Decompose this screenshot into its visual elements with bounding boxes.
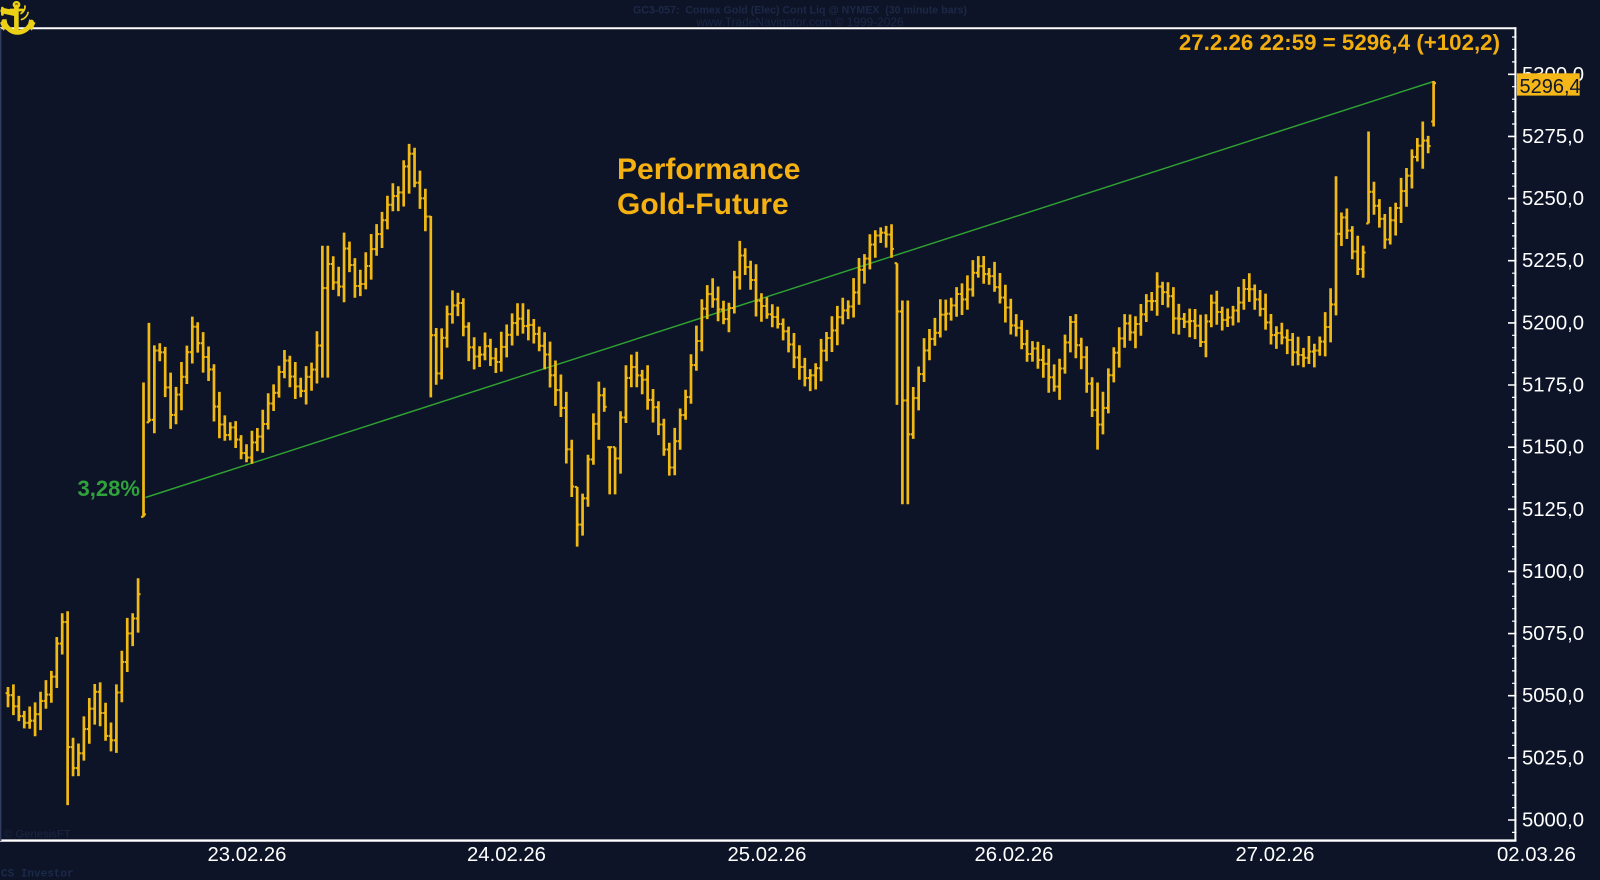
svg-text:5250,0: 5250,0: [1522, 188, 1584, 210]
svg-text:5175,0: 5175,0: [1522, 375, 1584, 397]
svg-text:02.03.26: 02.03.26: [1497, 844, 1576, 866]
svg-text:CS Investor: CS Investor: [1, 869, 74, 880]
svg-text:© GenesisFT: © GenesisFT: [4, 829, 71, 841]
svg-text:5025,0: 5025,0: [1522, 747, 1584, 769]
svg-text:Performance: Performance: [617, 153, 800, 186]
svg-text:5075,0: 5075,0: [1522, 623, 1584, 645]
svg-text:Gold-Future: Gold-Future: [617, 188, 789, 221]
svg-text:26.02.26: 26.02.26: [975, 844, 1054, 866]
svg-text:27.2.26 22:59 = 5296,4 (+102,2: 27.2.26 22:59 = 5296,4 (+102,2): [1179, 30, 1500, 55]
svg-text:GC3-057: Comex Gold (Elec) Co: GC3-057: Comex Gold (Elec) Cont Liq @ NY…: [633, 5, 967, 17]
svg-text:5275,0: 5275,0: [1522, 126, 1584, 148]
svg-text:5296,4: 5296,4: [1520, 76, 1581, 98]
svg-text:23.02.26: 23.02.26: [208, 844, 287, 866]
svg-text:5225,0: 5225,0: [1522, 250, 1584, 272]
svg-text:27.02.26: 27.02.26: [1236, 844, 1315, 866]
svg-text:5150,0: 5150,0: [1522, 437, 1584, 459]
svg-text:www.TradeNavigator.com © 1999-: www.TradeNavigator.com © 1999-2026: [695, 15, 904, 29]
svg-text:5000,0: 5000,0: [1522, 810, 1584, 832]
svg-text:5050,0: 5050,0: [1522, 685, 1584, 707]
svg-text:5125,0: 5125,0: [1522, 499, 1584, 521]
svg-text:5200,0: 5200,0: [1522, 312, 1584, 334]
svg-text:24.02.26: 24.02.26: [467, 844, 546, 866]
svg-text:3,28%: 3,28%: [78, 476, 140, 501]
svg-text:5100,0: 5100,0: [1522, 561, 1584, 583]
svg-text:25.02.26: 25.02.26: [728, 844, 807, 866]
